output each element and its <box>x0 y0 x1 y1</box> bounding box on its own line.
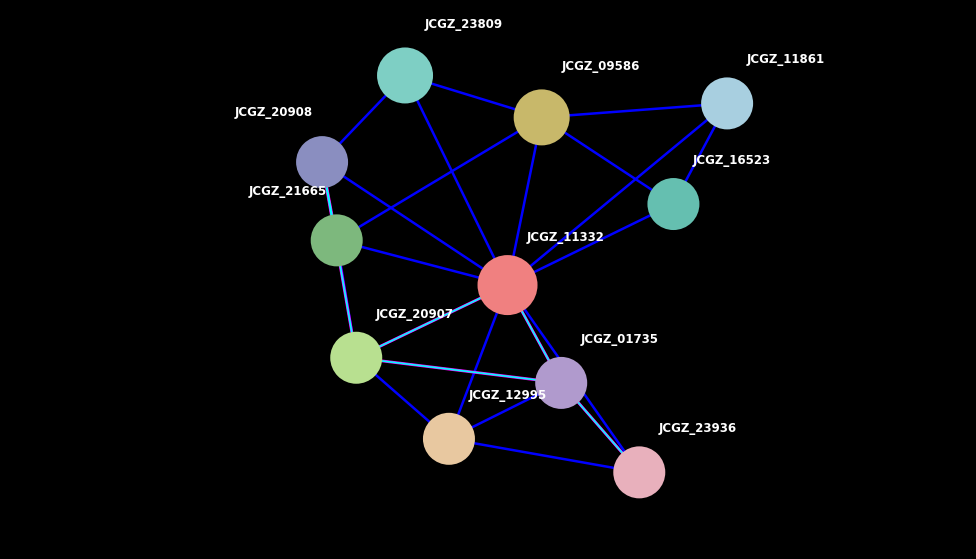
Circle shape <box>296 136 348 188</box>
Circle shape <box>613 446 666 499</box>
Circle shape <box>513 89 570 145</box>
Text: JCGZ_16523: JCGZ_16523 <box>693 154 771 167</box>
Text: JCGZ_23809: JCGZ_23809 <box>425 18 503 31</box>
Circle shape <box>535 357 588 409</box>
Text: JCGZ_21665: JCGZ_21665 <box>249 184 327 197</box>
Circle shape <box>701 77 753 130</box>
Text: JCGZ_01735: JCGZ_01735 <box>581 333 659 345</box>
Text: JCGZ_20907: JCGZ_20907 <box>376 307 454 320</box>
Text: JCGZ_11861: JCGZ_11861 <box>747 53 825 66</box>
Circle shape <box>647 178 700 230</box>
Circle shape <box>377 48 433 103</box>
Circle shape <box>330 331 383 384</box>
Text: JCGZ_20908: JCGZ_20908 <box>234 106 312 119</box>
Text: JCGZ_12995: JCGZ_12995 <box>468 389 547 401</box>
Circle shape <box>477 255 538 315</box>
Text: JCGZ_11332: JCGZ_11332 <box>527 231 605 244</box>
Circle shape <box>310 214 363 267</box>
Text: JCGZ_09586: JCGZ_09586 <box>561 60 639 73</box>
Text: JCGZ_23936: JCGZ_23936 <box>659 422 737 435</box>
Circle shape <box>423 413 475 465</box>
